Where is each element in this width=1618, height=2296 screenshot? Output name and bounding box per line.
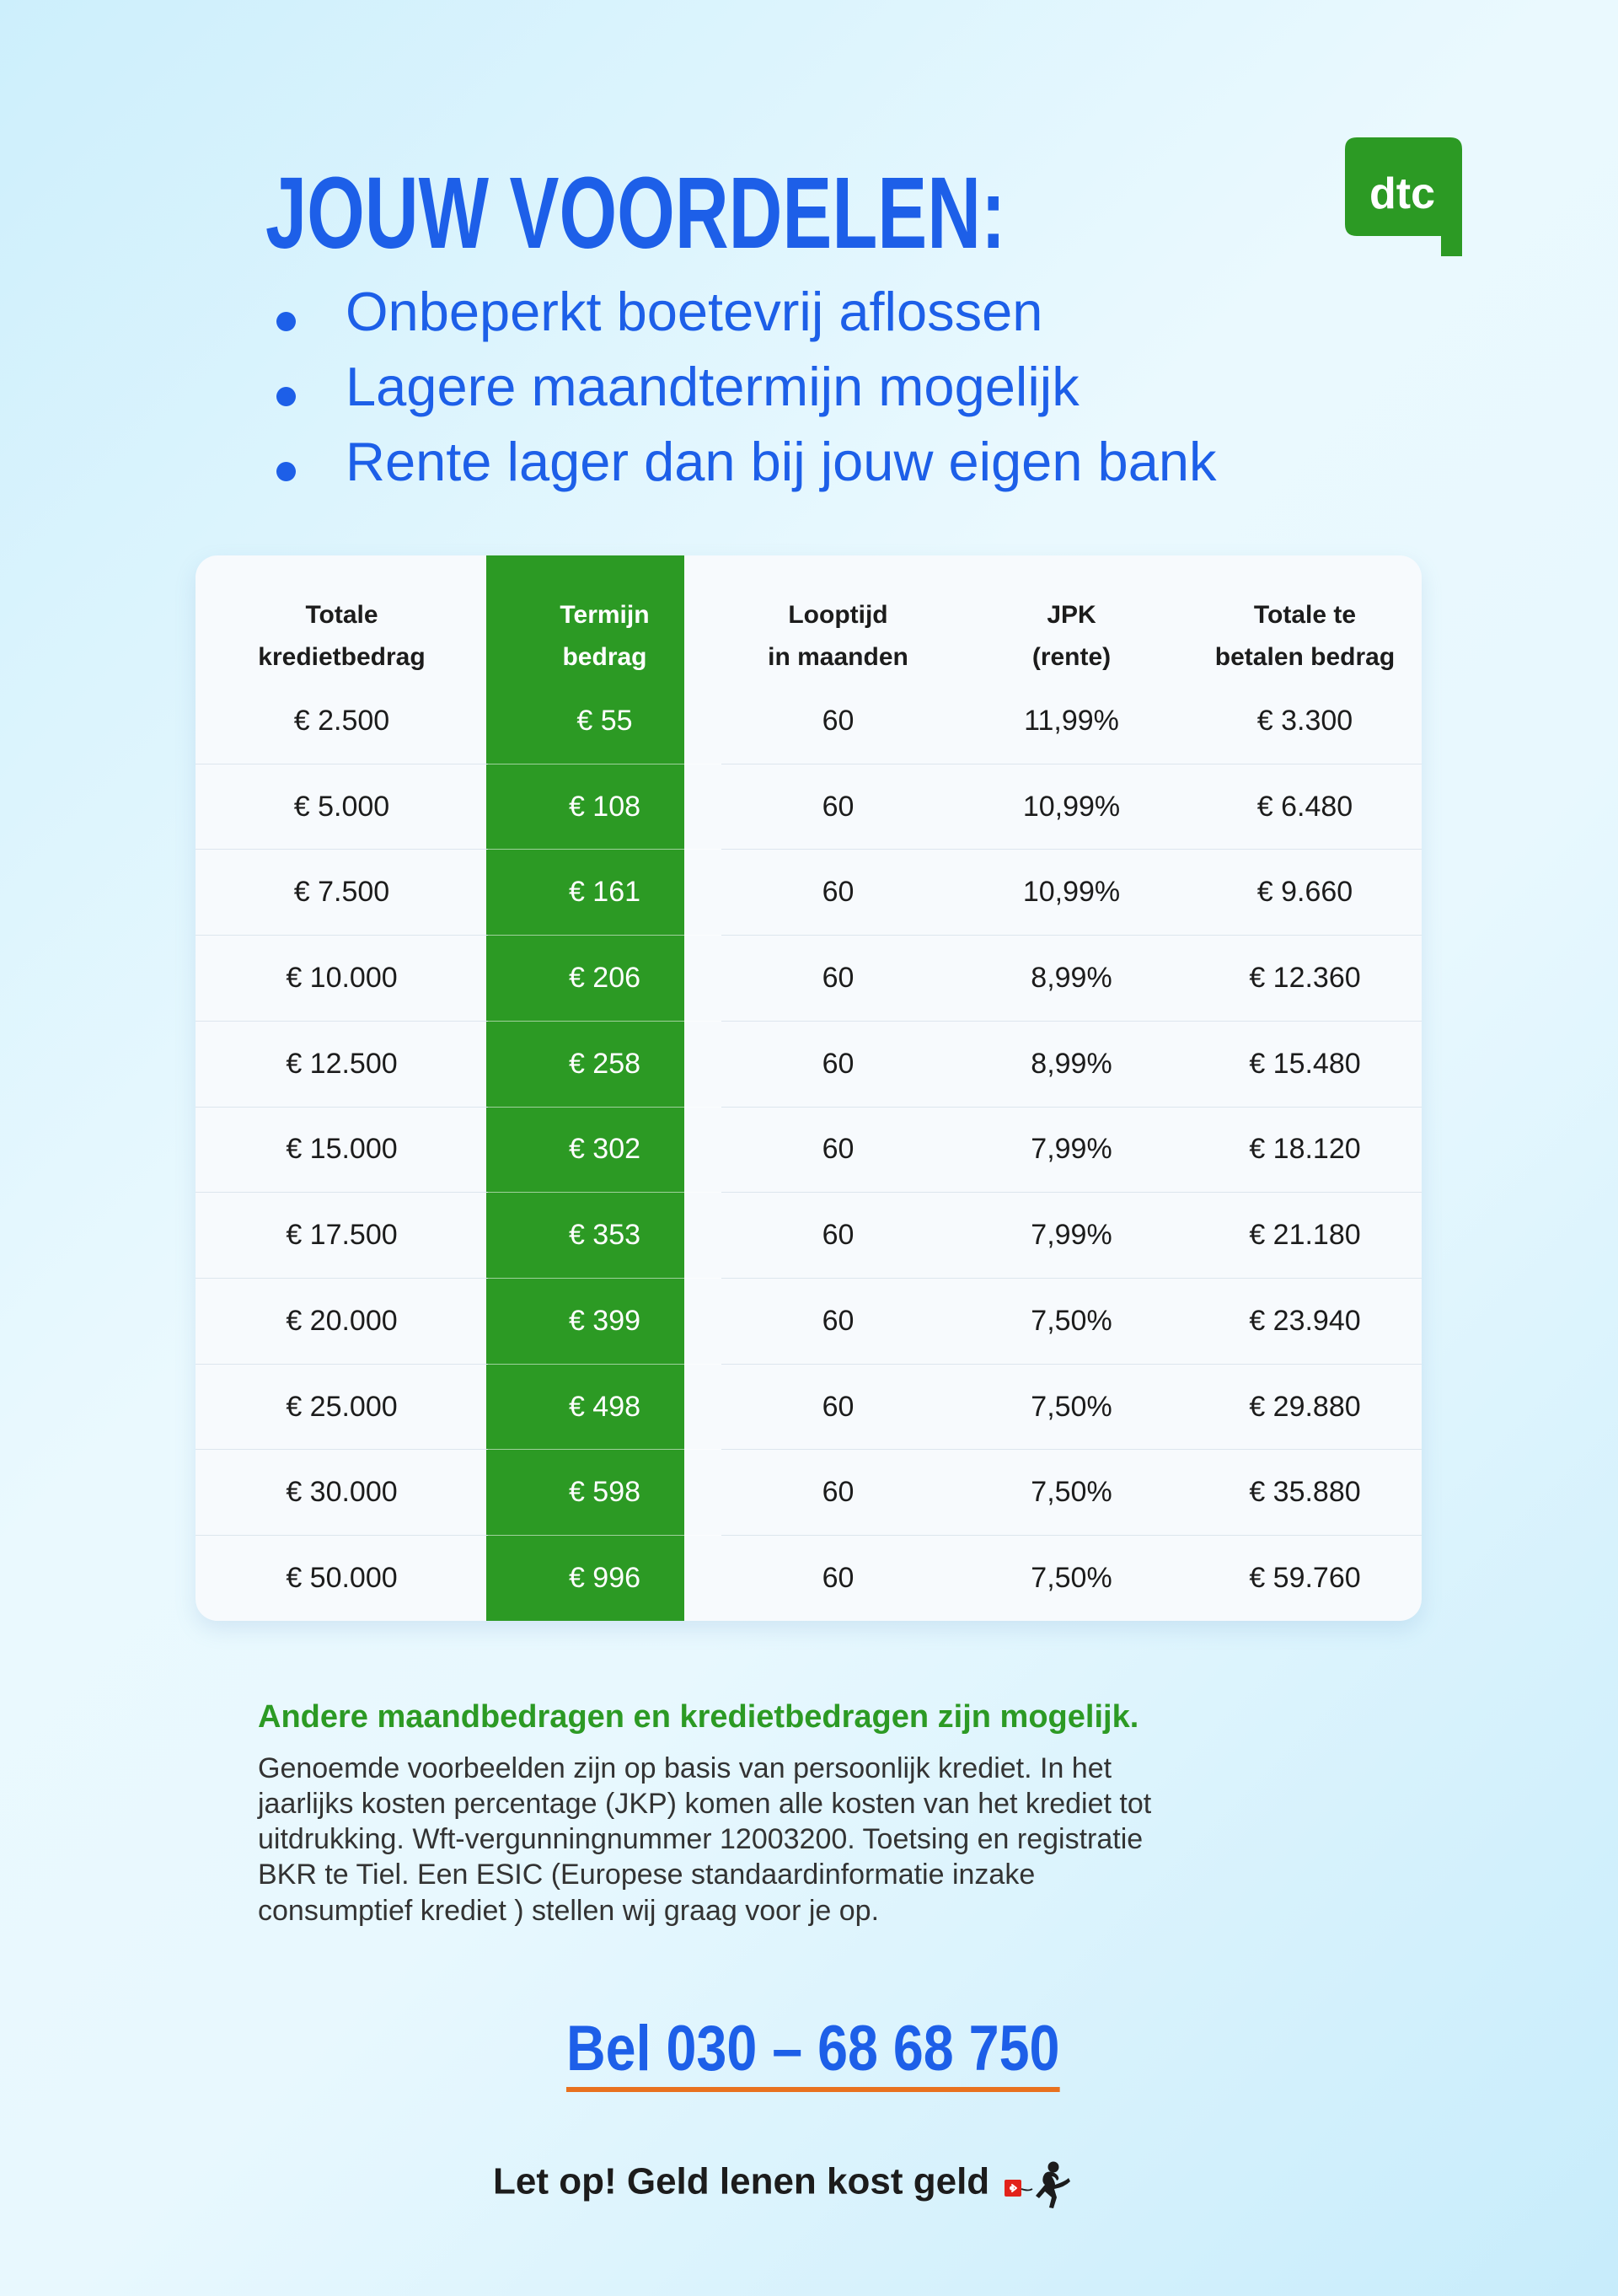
svg-text:dtc: dtc bbox=[1369, 169, 1435, 218]
